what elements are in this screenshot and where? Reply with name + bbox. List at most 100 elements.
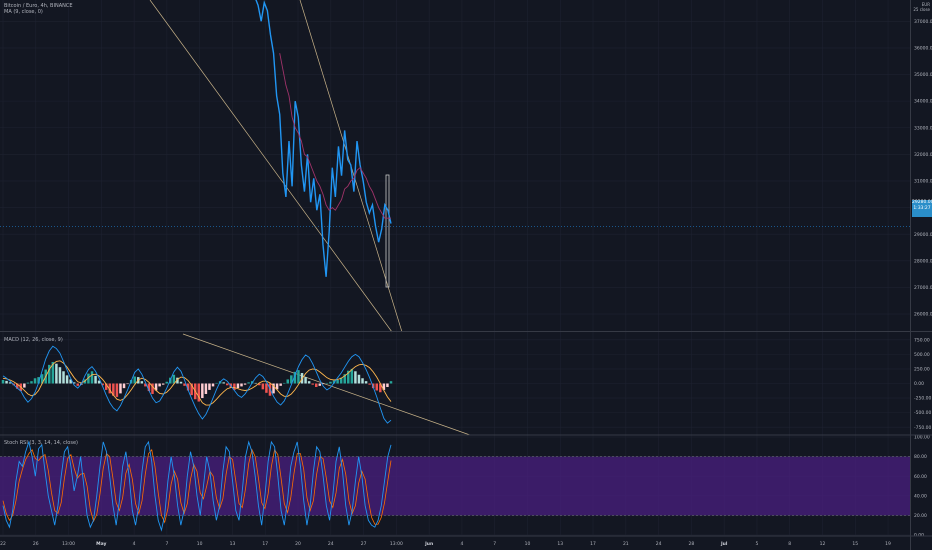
macd-histogram-bar [201,383,204,399]
x-tick-label: 13 [557,541,563,547]
macd-histogram-bar [8,382,12,384]
macd-histogram-bar [1,380,5,384]
y-tick-label: 80.00 [914,454,927,460]
macd-histogram-bar [119,383,122,394]
macd-histogram-bar [5,380,8,384]
x-tick-label: 22 [0,541,6,547]
y-tick-label: 35000.00 [914,72,932,78]
macd-histogram-bar [108,383,112,394]
macd-histogram-bar [293,371,297,384]
macd-histogram-bar [389,381,393,384]
x-tick-label: 28 [689,541,695,547]
macd-histogram-bar [343,374,346,384]
macd-histogram-bar [176,377,179,384]
x-tick-label: 5 [755,541,758,547]
macd-histogram-bar [297,370,300,384]
macd-histogram-bar [26,382,30,384]
y-tick-label: 34000.00 [914,99,932,105]
stoch-band [0,456,910,516]
macd-histogram-bar [364,381,368,384]
macd-histogram-bar [222,382,225,384]
y-tick-label: 32000.00 [914,152,932,158]
x-tick-label: 24 [328,541,334,547]
y-tick-label: 37000.00 [914,19,932,25]
macd-histogram-bar [97,380,101,384]
measure-bar [385,174,390,288]
macd-histogram-bar [69,379,72,384]
macd-histogram-bar [254,382,257,384]
y-tick-label: 29000.00 [914,232,932,238]
macd-histogram-bar [161,383,165,385]
macd-histogram-bar [204,383,208,394]
trend-line [182,333,471,436]
macd-histogram-bar [101,383,104,386]
macd-histogram-bar [76,383,79,386]
macd-histogram-bar [275,383,279,390]
macd-legend[interactable]: MACD (12, 26, close, 9) [4,337,63,343]
symbol-title[interactable]: Bitcoin / Euro, 4h, BINANCE [4,3,73,9]
macd-histogram-bar [183,383,186,386]
macd-histogram-bar [339,377,343,384]
x-tick-label: Jul [720,541,728,547]
macd-line [2,345,392,424]
macd-histogram-bar [48,364,51,384]
macd-histogram-bar [279,383,282,386]
macd-histogram-bar [126,383,129,385]
macd-histogram [1,361,393,402]
macd-histogram-bar [318,383,322,386]
y-tick-label: -750.00 [914,425,932,431]
macd-histogram-bar [375,383,379,391]
y-tick-label: 250.00 [914,367,930,373]
macd-histogram-bar [332,380,336,384]
last-price: 29280.00 [912,200,932,205]
y-tick-label: 33000.00 [914,125,932,131]
macd-histogram-bar [65,375,69,384]
macd-histogram-bar [115,383,119,397]
macd-histogram-bar [226,383,229,386]
signal-line [2,360,392,406]
macd-histogram-bar [290,375,293,384]
macd-title[interactable]: MACD (12, 26, close, 9) [4,337,63,343]
macd-histogram-bar [165,381,168,384]
x-tick-label: 24 [656,541,662,547]
x-tick-label: 17 [590,541,596,547]
macd-histogram-bar [282,382,286,384]
macd-histogram-bar [379,383,382,393]
y-tick-label: 750.00 [914,337,930,343]
x-tick-label: 27 [361,541,367,547]
currency-sub: 25 close [913,7,930,12]
x-tick-label: 26 [33,541,39,547]
y-tick-label: 0.00 [914,381,924,387]
macd-histogram-bar [62,371,65,384]
macd-histogram-bar [133,376,136,384]
macd-histogram-bar [243,383,247,385]
x-tick-label: 17 [262,541,268,547]
macd-histogram-bar [368,383,371,385]
x-tick-label: 7 [165,541,168,547]
stoch-legend[interactable]: Stoch RSI (3, 3, 14, 14, close) [4,440,78,446]
x-tick-label: 4 [133,541,136,547]
macd-histogram-bar [172,374,176,384]
y-tick-label: 500.00 [914,352,930,358]
macd-histogram-bar [112,383,115,396]
macd-histogram-bar [354,371,357,384]
macd-histogram-bar [90,371,94,384]
macd-histogram-bar [272,383,275,394]
stoch-k-line [2,440,392,532]
macd-histogram-bar [233,383,236,390]
y-tick-label: 100.00 [914,435,930,441]
x-tick-label: 20 [295,541,301,547]
macd-histogram-bar [179,381,183,384]
y-tick-label: 36000.00 [914,46,932,52]
stoch-title[interactable]: Stoch RSI (3, 3, 14, 14, close) [4,440,78,446]
y-tick-label: 20.00 [914,513,927,519]
macd-histogram-bar [87,373,90,384]
main-legend: Bitcoin / Euro, 4h, BINANCE MA (9, close… [4,3,73,15]
macd-histogram-bar [211,383,215,387]
ma-legend[interactable]: MA (9, close, 0) [4,9,43,15]
x-tick-label: 21 [623,541,629,547]
macd-histogram-bar [94,375,97,384]
y-tick-label: 27000.00 [914,285,932,291]
